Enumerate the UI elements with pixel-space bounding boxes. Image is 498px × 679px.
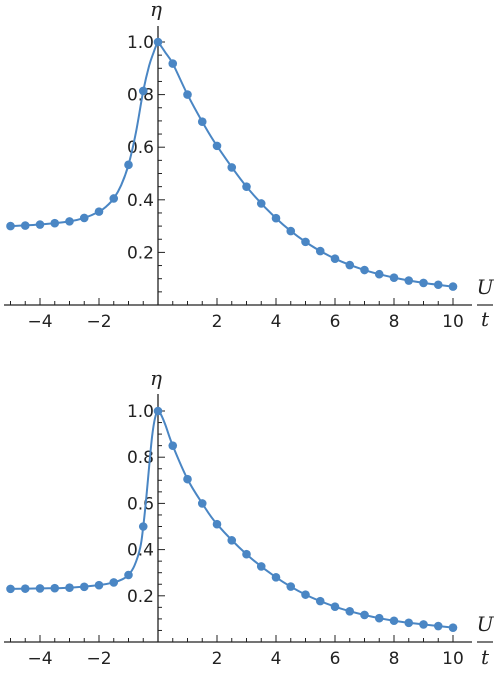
x-tick-label: −4 — [27, 312, 52, 332]
data-point — [227, 163, 237, 172]
data-point — [65, 217, 74, 226]
data-point — [330, 254, 340, 264]
data-point — [20, 584, 30, 593]
y-tick-label: 0.6 — [127, 494, 154, 514]
y-tick-label: 0.8 — [127, 448, 154, 468]
data-point — [315, 596, 325, 606]
x-axis-label-denominator: t — [481, 645, 490, 669]
data-point — [448, 282, 458, 291]
x-tick-label: −2 — [86, 649, 111, 669]
series-curve — [10, 409, 454, 629]
data-point — [65, 583, 74, 593]
data-point — [404, 618, 414, 628]
data-point — [197, 117, 207, 126]
data-point — [138, 86, 148, 96]
data-point — [301, 590, 310, 599]
y-tick-label: 1.0 — [127, 33, 154, 53]
data-point — [286, 226, 296, 236]
x-tick-label: −4 — [27, 649, 52, 669]
data-point — [50, 583, 60, 593]
y-tick-label: 1.0 — [127, 402, 154, 422]
x-tick-label: 10 — [442, 312, 464, 332]
x-tick-label: 2 — [212, 649, 223, 669]
data-point — [433, 621, 443, 631]
data-point — [360, 610, 369, 620]
data-point — [286, 582, 296, 591]
y-tick-label: 0.2 — [127, 587, 154, 607]
data-point — [197, 499, 207, 508]
data-point — [35, 220, 45, 229]
y-axis-label: η — [150, 0, 162, 21]
data-point — [419, 620, 428, 629]
data-point — [374, 613, 384, 623]
x-axis-label-numerator: U — [477, 612, 495, 636]
data-point — [168, 441, 178, 450]
x-tick-label: 6 — [330, 649, 341, 669]
data-point — [35, 584, 45, 593]
x-tick-label: 4 — [271, 312, 282, 332]
data-point — [94, 580, 104, 590]
data-point — [6, 221, 15, 231]
data-point — [242, 182, 251, 191]
data-point — [227, 536, 237, 545]
data-point — [183, 474, 192, 484]
data-point — [109, 194, 119, 203]
data-point — [212, 519, 222, 529]
data-point — [183, 90, 192, 99]
data-point — [109, 578, 119, 587]
data-point — [448, 623, 458, 632]
x-tick-label: 6 — [330, 312, 341, 332]
data-point — [256, 199, 266, 208]
x-tick-label: 2 — [212, 312, 223, 332]
data-point — [153, 406, 163, 416]
y-tick-label: 0.4 — [127, 191, 154, 211]
data-point — [271, 573, 281, 582]
y-tick-label: 0.2 — [127, 243, 154, 263]
data-point — [389, 616, 399, 626]
data-point — [315, 246, 325, 256]
data-point — [212, 141, 222, 151]
data-point — [79, 582, 89, 592]
data-point — [433, 280, 443, 290]
data-point — [50, 218, 60, 228]
data-point — [168, 59, 178, 68]
data-point — [345, 260, 355, 270]
data-point — [242, 549, 251, 559]
x-tick-label: 8 — [389, 649, 400, 669]
data-point — [6, 584, 15, 594]
x-axis-label-numerator: U — [477, 275, 495, 299]
x-tick-label: 10 — [442, 649, 464, 669]
data-point — [419, 278, 428, 288]
data-point — [271, 213, 281, 223]
x-axis-label-denominator: t — [481, 307, 490, 331]
data-point — [79, 213, 89, 223]
data-point — [124, 570, 133, 580]
x-tick-label: 8 — [389, 312, 400, 332]
data-point — [153, 37, 163, 47]
x-tick-label: −2 — [86, 312, 111, 332]
data-point — [20, 221, 30, 230]
data-point — [94, 207, 104, 216]
data-point — [389, 273, 399, 282]
data-point — [301, 237, 310, 247]
data-point — [345, 606, 355, 616]
data-point — [374, 269, 384, 279]
data-point — [404, 276, 414, 285]
data-point — [330, 602, 340, 611]
data-point — [256, 562, 266, 571]
y-axis-label: η — [150, 366, 162, 390]
data-point — [138, 522, 148, 531]
data-point — [124, 160, 133, 170]
data-point — [360, 265, 369, 275]
x-tick-label: 4 — [271, 649, 282, 669]
